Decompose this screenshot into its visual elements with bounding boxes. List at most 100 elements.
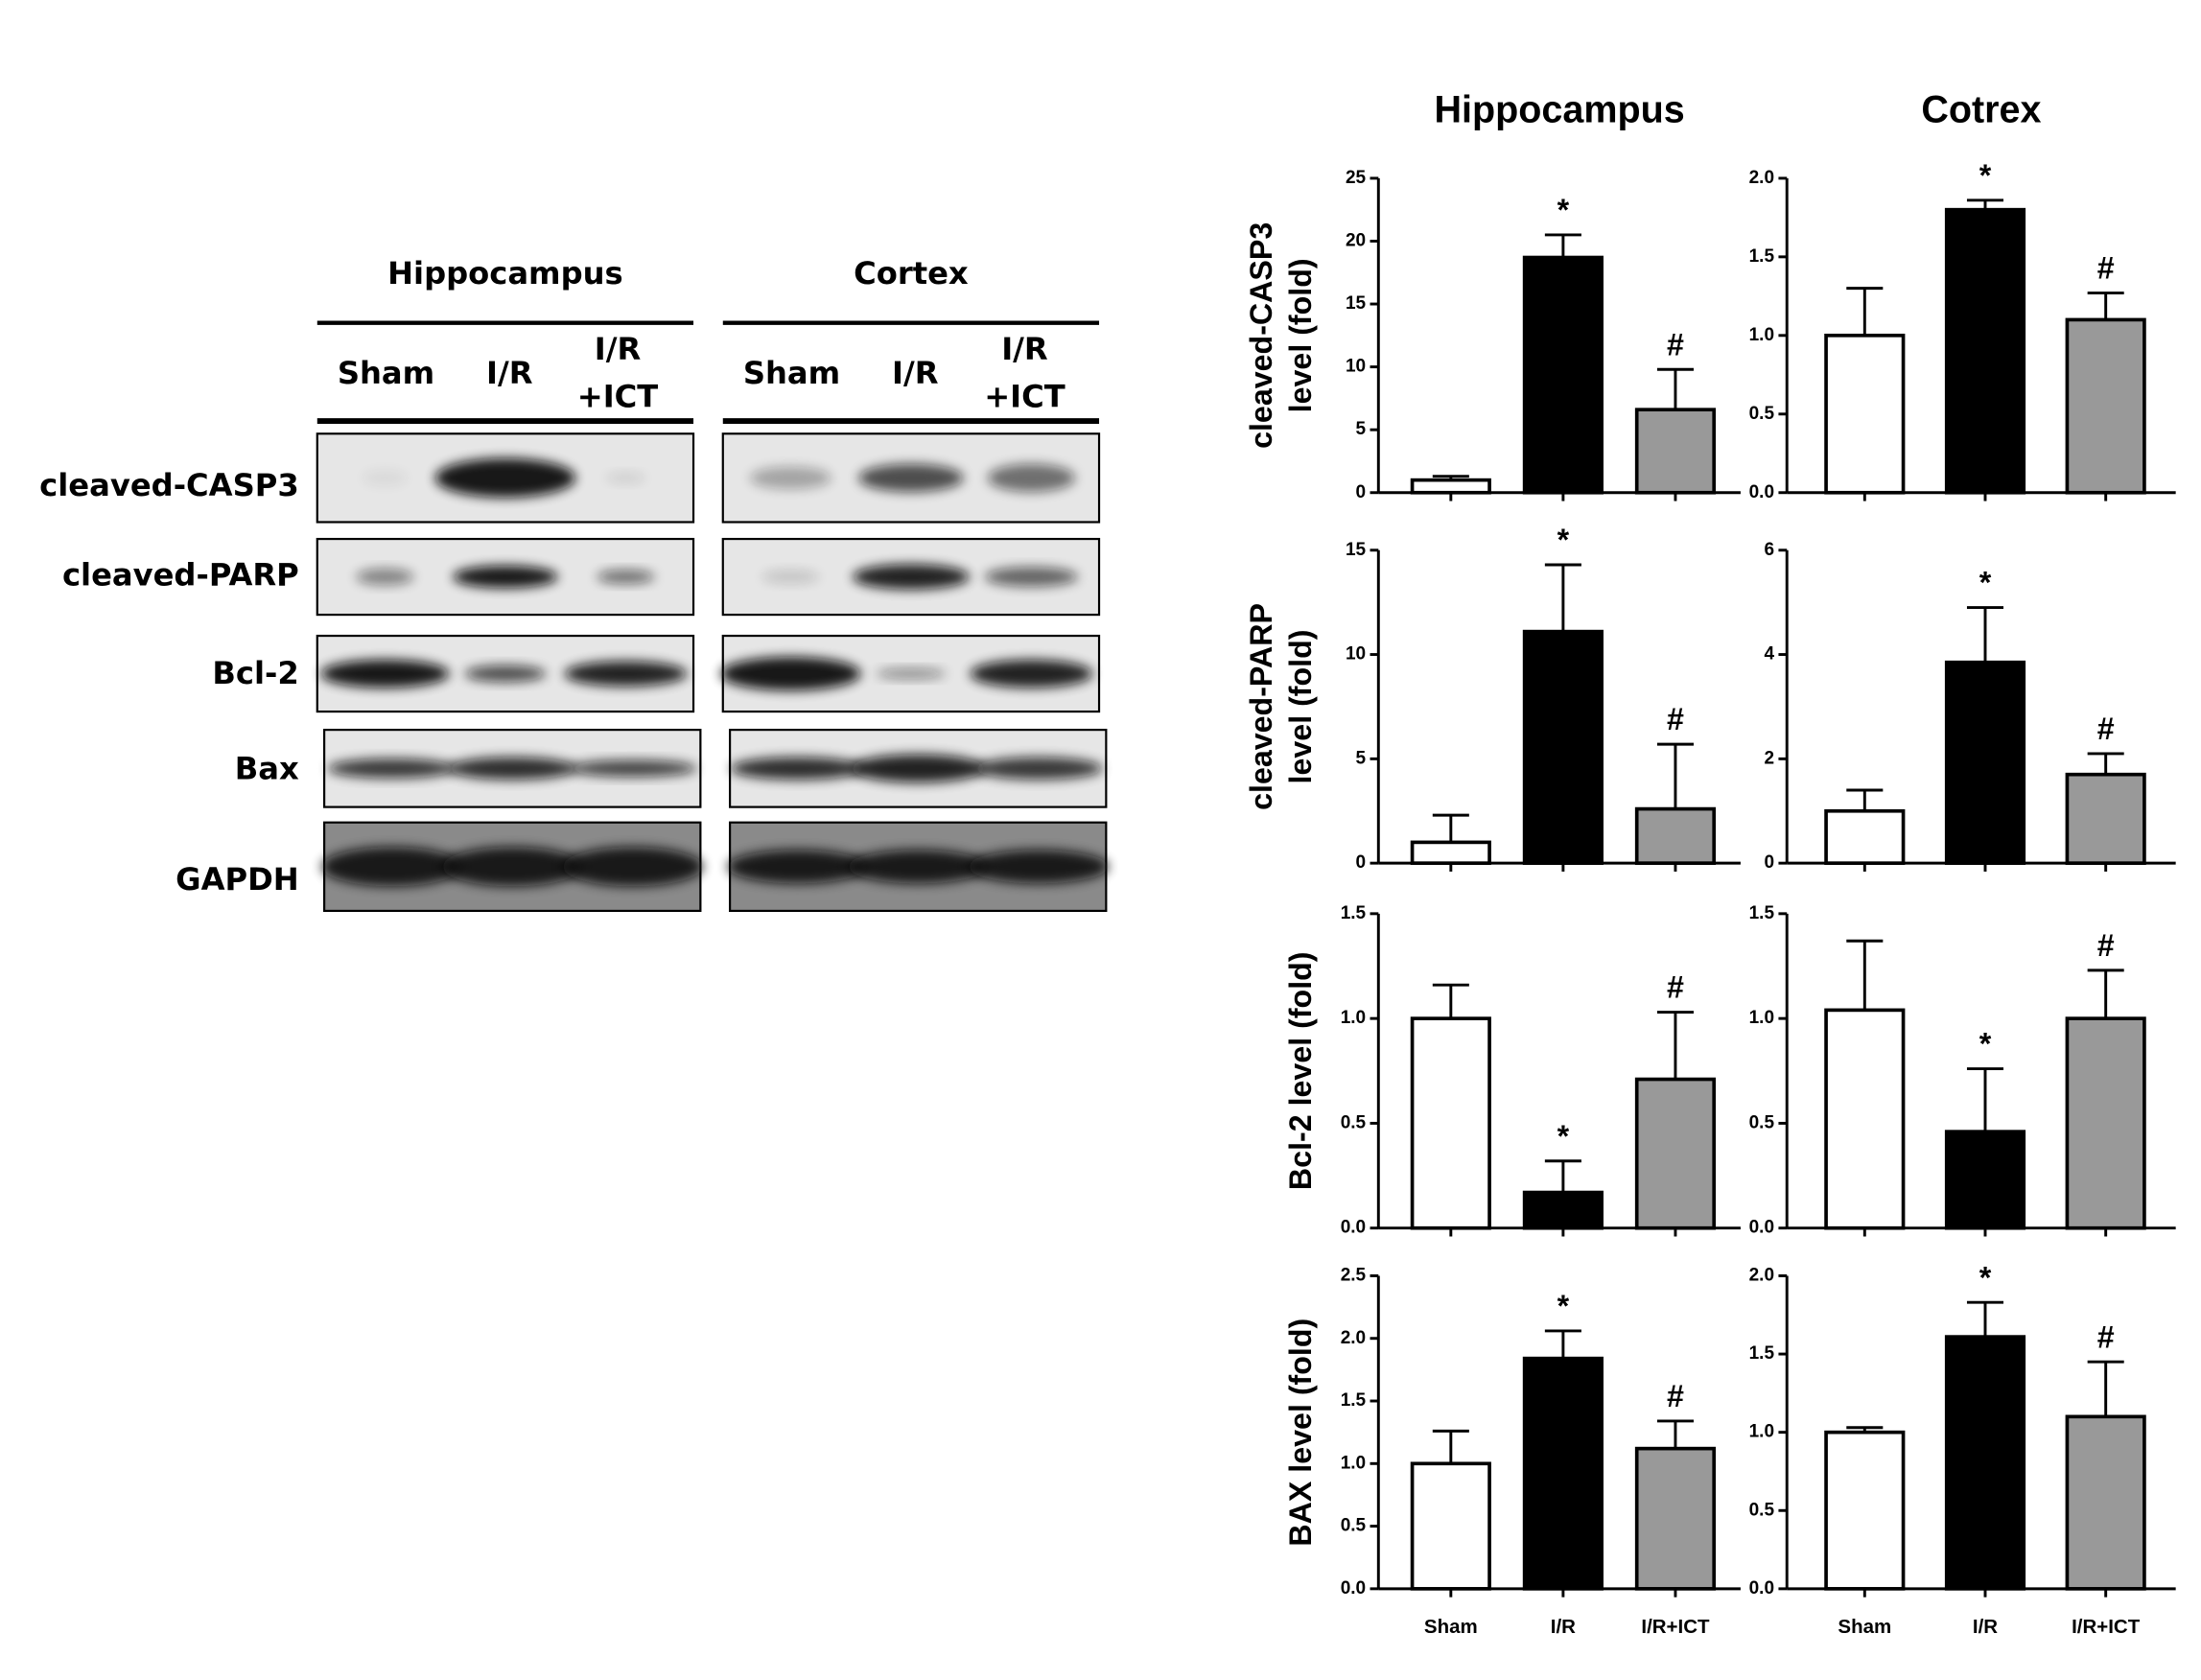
bar — [2065, 772, 2146, 865]
y-tick-label: 5 — [1356, 419, 1367, 439]
significance-mark: # — [1667, 327, 1684, 362]
bar — [1634, 408, 1717, 495]
significance-mark: # — [1667, 1379, 1684, 1413]
y-tick-label: 0.0 — [1749, 482, 1774, 502]
bar — [1522, 255, 1604, 495]
x-tick-label: I/R+ICT — [2072, 1616, 2141, 1638]
blot-band — [730, 757, 865, 781]
lane-label: Sham — [743, 355, 840, 391]
y-tick-label: 0 — [1356, 482, 1367, 502]
y-tick-label: 1.5 — [1749, 903, 1775, 923]
blot-band — [464, 665, 547, 683]
y-tick-label: 20 — [1346, 230, 1366, 250]
y-axis-label: level (fold) — [1283, 258, 1318, 412]
y-tick-label: 25 — [1346, 168, 1367, 188]
y-tick-label: 10 — [1346, 357, 1366, 377]
chart-title: Cotrex — [1921, 89, 2041, 131]
western-blot: Hippocampus Sham I/R I/R +ICT Cortex Sham I/R I/… — [39, 255, 1109, 913]
blot-band — [848, 850, 989, 884]
blot-band — [858, 463, 964, 493]
blot-band — [453, 565, 558, 589]
bar — [2065, 1016, 2146, 1230]
bar — [1634, 1077, 1717, 1230]
y-tick-label: 15 — [1346, 293, 1367, 314]
blot-band — [448, 757, 577, 781]
y-tick-label: 2.0 — [1341, 1328, 1366, 1348]
bar — [1410, 1016, 1491, 1230]
y-tick-label: 1.5 — [1749, 246, 1775, 267]
y-tick-label: 1.5 — [1341, 903, 1367, 923]
y-tick-label: 1.0 — [1749, 1008, 1774, 1028]
y-axis-label: BAX level (fold) — [1283, 1318, 1318, 1547]
y-tick-label: 1.0 — [1341, 1008, 1366, 1028]
y-tick-label: 0 — [1356, 852, 1367, 873]
bar-chart: BAX level (fold) 0.0 0.5 1.0 1.5 2.0 2.5 Sham I/… — [1283, 1265, 1741, 1638]
bar — [1944, 660, 2026, 865]
bar-chart: Cotrex 0.0 0.5 1.0 1.5 2.0 * # — [1749, 89, 2176, 502]
blot-band — [597, 570, 655, 584]
lane-label: I/R — [595, 331, 642, 367]
blot-band — [320, 659, 450, 688]
y-tick-label: 0.0 — [1749, 1218, 1774, 1238]
protein-label: cleaved-CASP3 — [39, 467, 299, 503]
blot-band — [356, 568, 414, 586]
y-tick-label: 2.5 — [1341, 1265, 1367, 1285]
blot-band — [321, 847, 462, 887]
blot-band — [749, 466, 831, 490]
y-tick-label: 1.5 — [1341, 1390, 1367, 1411]
bar-chart: 0.0 0.5 1.0 1.5 2.0 Sham I/R * I/R+ICT # — [1749, 1260, 2176, 1638]
significance-mark: * — [1557, 1119, 1570, 1154]
significance-mark: * — [1979, 566, 1992, 600]
y-tick-label: 0.0 — [1341, 1578, 1366, 1598]
blot-band — [564, 661, 688, 687]
blot-band — [984, 567, 1079, 587]
y-tick-label: 15 — [1346, 540, 1367, 560]
y-tick-label: 5 — [1356, 748, 1367, 768]
x-tick-label: I/R — [1551, 1616, 1576, 1638]
lane-label: I/R — [1001, 331, 1048, 367]
significance-mark: * — [1557, 523, 1570, 557]
y-axis-label: cleaved-PARP — [1244, 603, 1278, 810]
y-tick-label: 0 — [1764, 852, 1774, 873]
y-tick-label: 1.0 — [1749, 1422, 1774, 1442]
blot-band — [876, 667, 947, 680]
bar-chart: 0 2 4 6 * # — [1764, 540, 2176, 873]
y-tick-label: 1.0 — [1341, 1453, 1366, 1473]
y-tick-label: 1.5 — [1749, 1343, 1775, 1364]
blot-band — [362, 469, 409, 487]
significance-mark: # — [2097, 712, 2115, 746]
x-tick-label: I/R+ICT — [1641, 1616, 1710, 1638]
x-tick-label: Sham — [1838, 1616, 1891, 1638]
protein-label: Bax — [235, 751, 299, 787]
y-tick-label: 0.0 — [1749, 1578, 1774, 1598]
lane-label: Sham — [338, 355, 434, 391]
y-tick-label: 2.0 — [1749, 168, 1774, 188]
y-tick-label: 0.0 — [1341, 1218, 1366, 1238]
y-tick-label: 2 — [1764, 748, 1774, 768]
protein-label: Bcl-2 — [212, 655, 298, 691]
bar-chart: 0.0 0.5 1.0 1.5 * # — [1749, 903, 2176, 1238]
bar — [1522, 1356, 1604, 1591]
group-label: Cortex — [854, 255, 969, 292]
y-tick-label: 10 — [1346, 644, 1366, 665]
y-tick-label: 0.5 — [1341, 1516, 1367, 1536]
y-tick-label: 0.5 — [1749, 1112, 1775, 1132]
blot-band — [605, 472, 646, 484]
significance-mark: * — [1557, 1289, 1570, 1323]
y-tick-label: 0.5 — [1749, 1500, 1775, 1520]
significance-mark: # — [2097, 251, 2115, 286]
blot-band — [562, 847, 703, 887]
blot-band — [970, 659, 1093, 688]
y-tick-label: 0.5 — [1341, 1112, 1367, 1132]
bar — [1522, 1190, 1604, 1230]
bar-chart: cleaved-PARP level (fold) 0 5 10 15 * # — [1244, 523, 1741, 873]
y-axis-label: cleaved-CASP3 — [1244, 222, 1278, 449]
y-tick-label: 4 — [1764, 644, 1774, 665]
significance-mark: # — [1667, 702, 1684, 736]
bar — [1824, 333, 1906, 495]
protein-label: GAPDH — [176, 861, 299, 898]
blot-band — [761, 570, 820, 584]
x-tick-label: I/R — [1973, 1616, 1998, 1638]
